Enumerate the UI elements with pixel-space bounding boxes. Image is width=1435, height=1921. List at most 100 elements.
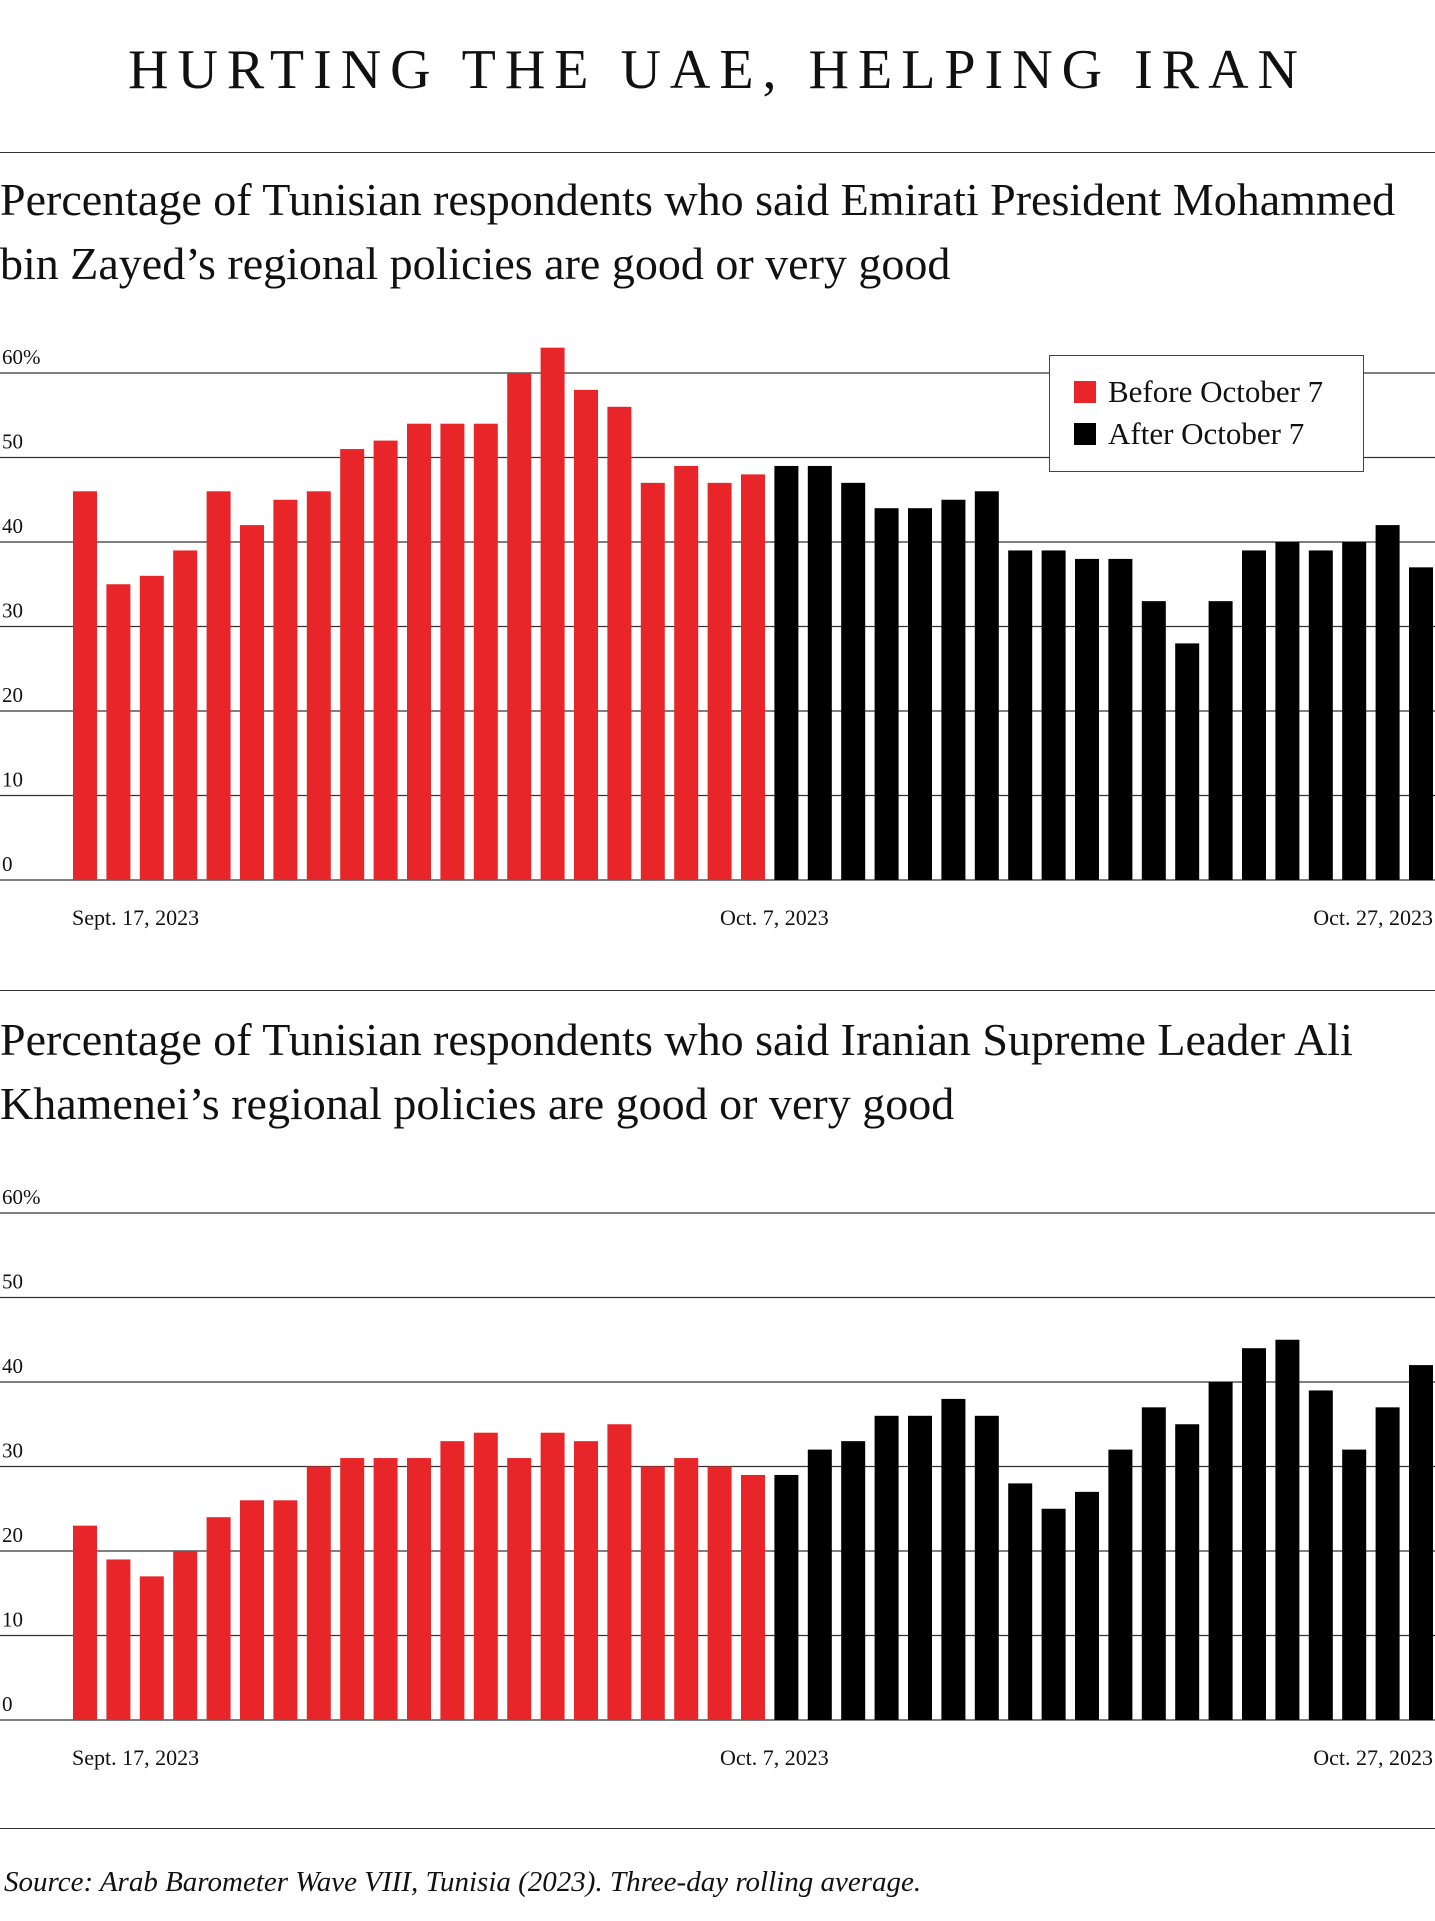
- bar-before: [407, 1458, 431, 1720]
- iran-bar-chart: 60% 50 40 30 20 10 0 Sept. 17, 2023 Oct. 7, 2023…: [0, 1185, 1435, 1770]
- bar-after: [1275, 1339, 1300, 1720]
- bar-after: [974, 1415, 999, 1720]
- bar-after: [1008, 550, 1033, 880]
- bar-before: [507, 1458, 532, 1720]
- bar-before: [473, 1432, 498, 1720]
- y-tick-label: 60%: [2, 1185, 41, 1209]
- y-tick-label: 50: [2, 1270, 23, 1294]
- bar-before: [173, 550, 198, 880]
- x-tick-label: Oct. 27, 2023: [1313, 905, 1433, 930]
- bar-before: [306, 491, 331, 880]
- bar-after: [941, 1398, 966, 1720]
- bar-before: [674, 465, 699, 880]
- bar-after: [1242, 1348, 1266, 1720]
- y-tick-label: 20: [2, 1523, 23, 1547]
- bar-before: [407, 423, 431, 880]
- bar-before: [173, 1551, 198, 1720]
- bar-after: [1041, 1508, 1066, 1720]
- y-tick-label: 10: [2, 1608, 23, 1632]
- chart-1-title: Percentage of Tunisian respondents who s…: [0, 174, 1396, 289]
- bar-after: [1409, 1365, 1433, 1720]
- bar-before: [206, 1517, 231, 1720]
- bar-before: [574, 1441, 598, 1720]
- y-tick-label: 10: [2, 768, 23, 792]
- bar-before: [106, 584, 131, 880]
- bar-after: [807, 1449, 832, 1720]
- bar-after: [1275, 542, 1300, 880]
- bar-after: [774, 465, 799, 880]
- bar-after: [1075, 558, 1099, 880]
- bar-before: [440, 423, 465, 880]
- bar-before: [607, 406, 632, 880]
- chart-2-title: Percentage of Tunisian respondents who s…: [0, 1014, 1353, 1129]
- bar-before: [139, 575, 164, 880]
- bar-after: [1409, 567, 1433, 880]
- y-tick-label: 30: [2, 1439, 23, 1463]
- x-tick-label: Oct. 27, 2023: [1313, 1745, 1433, 1770]
- bar-before: [73, 1525, 97, 1720]
- bar-after: [1075, 1491, 1099, 1720]
- legend-label-before: Before October 7: [1108, 374, 1324, 409]
- bar-after: [1342, 542, 1367, 880]
- uae-bar-chart: 60% 50 40 30 20 10 0 Sept. 17, 2023 Oct. 7, 2023…: [0, 345, 1435, 930]
- bottom-rule: [0, 1828, 1435, 1829]
- bar-before: [340, 1458, 365, 1720]
- bar-before: [540, 347, 565, 880]
- bar-after: [841, 482, 866, 880]
- bar-before: [273, 1500, 298, 1720]
- bar-after: [1008, 1483, 1033, 1720]
- y-tick-label: 30: [2, 599, 23, 623]
- bar-after: [908, 508, 932, 880]
- bar-before: [707, 1466, 732, 1720]
- bar-after: [1041, 550, 1066, 880]
- x-tick-label: Sept. 17, 2023: [72, 1745, 199, 1770]
- bar-after: [1208, 601, 1233, 880]
- legend-swatch-after: [1074, 423, 1096, 445]
- source-note: Source: Arab Barometer Wave VIII, Tunisi…: [4, 1866, 922, 1898]
- bar-before: [273, 499, 298, 880]
- bar-after: [1375, 1407, 1400, 1720]
- bar-before: [574, 389, 598, 880]
- y-tick-label: 40: [2, 1354, 23, 1378]
- legend-swatch-before: [1074, 381, 1096, 403]
- legend-item-after: After October 7: [1074, 413, 1363, 455]
- y-tick-label: 40: [2, 514, 23, 538]
- bar-before: [373, 1458, 398, 1720]
- bar-after: [1242, 550, 1266, 880]
- bar-after: [1108, 1449, 1133, 1720]
- chart-legend: Before October 7 After October 7: [1049, 355, 1364, 472]
- bar-before: [240, 1500, 264, 1720]
- bar-before: [674, 1458, 699, 1720]
- bar-before: [473, 423, 498, 880]
- top-rule: [0, 152, 1435, 153]
- bar-before: [540, 1432, 565, 1720]
- bar-after: [908, 1415, 932, 1720]
- bar-before: [507, 373, 532, 880]
- bar-after: [1375, 525, 1400, 880]
- bar-before: [206, 491, 231, 880]
- bar-after: [1175, 1424, 1200, 1720]
- x-tick-label: Sept. 17, 2023: [72, 905, 199, 930]
- bar-before: [640, 482, 665, 880]
- bar-after: [1141, 601, 1166, 880]
- bar-before: [373, 440, 398, 880]
- bar-after: [1208, 1382, 1233, 1720]
- bar-after: [1175, 643, 1200, 880]
- bar-after: [874, 1415, 899, 1720]
- bar-before: [139, 1576, 164, 1720]
- bar-before: [340, 449, 365, 880]
- headline: HURTING THE UAE, HELPING IRAN: [128, 39, 1307, 101]
- bar-before: [73, 491, 97, 880]
- bar-after: [1108, 558, 1133, 880]
- bar-after: [974, 491, 999, 880]
- y-tick-label: 0: [2, 852, 13, 876]
- legend-item-before: Before October 7: [1074, 371, 1363, 413]
- bar-after: [1141, 1407, 1166, 1720]
- bar-before: [741, 474, 765, 880]
- bar-after: [1308, 1390, 1333, 1720]
- bar-after: [941, 499, 966, 880]
- bar-before: [607, 1424, 632, 1720]
- bar-before: [741, 1474, 765, 1720]
- middle-rule: [0, 990, 1435, 991]
- bar-before: [640, 1466, 665, 1720]
